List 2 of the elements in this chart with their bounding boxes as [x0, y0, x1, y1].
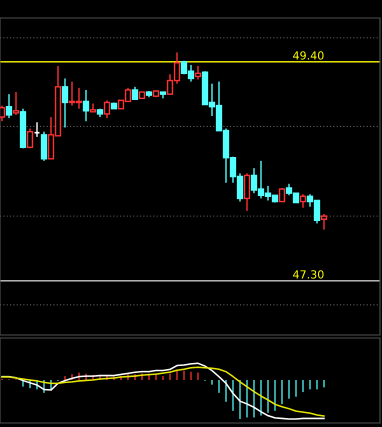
ref-line-label: 49.40: [293, 51, 324, 60]
ref-line-label: 47.30: [293, 270, 324, 279]
